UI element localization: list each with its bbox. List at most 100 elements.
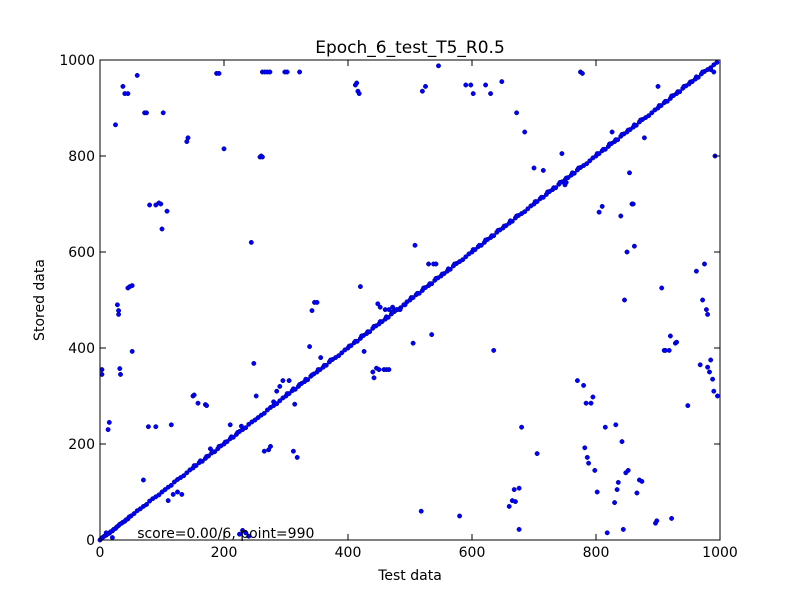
data-point (321, 362, 327, 368)
data-point (131, 511, 137, 517)
data-point (377, 319, 383, 325)
data-point (436, 63, 441, 69)
x-tick-label: 400 (335, 545, 362, 561)
data-point (237, 531, 242, 537)
data-point (361, 348, 367, 354)
data-point (540, 167, 546, 173)
data-point (114, 302, 120, 308)
data-point (476, 242, 482, 248)
data-point (569, 170, 575, 176)
data-point (609, 129, 615, 135)
data-point (581, 382, 587, 388)
data-point (613, 137, 619, 143)
data-point (184, 470, 190, 476)
data-point (452, 261, 458, 267)
data-point (356, 91, 362, 97)
data-point (707, 369, 712, 375)
x-tick-label: 800 (583, 545, 610, 561)
data-point (607, 141, 613, 147)
data-point (582, 445, 588, 451)
data-point (689, 79, 695, 85)
data-point (159, 226, 165, 232)
data-point (397, 307, 403, 313)
x-tick-label: 600 (459, 545, 486, 561)
data-point (511, 487, 517, 493)
data-point (615, 479, 621, 485)
data-point (666, 347, 672, 353)
data-point (519, 424, 525, 430)
data-point (587, 158, 593, 164)
data-point (153, 424, 159, 430)
data-point (271, 399, 277, 405)
data-point (619, 439, 625, 445)
data-point (328, 357, 334, 363)
data-point (641, 135, 647, 141)
data-point (204, 454, 210, 459)
data-point (557, 179, 563, 185)
data-point (491, 347, 497, 353)
data-point (592, 467, 598, 473)
x-tick-label: 200 (211, 545, 238, 561)
data-point (620, 526, 626, 532)
data-point (426, 261, 432, 267)
data-point (105, 427, 111, 433)
data-point (489, 233, 495, 239)
data-point (419, 88, 425, 94)
data-point (681, 83, 687, 89)
data-point (259, 154, 265, 160)
data-point (594, 489, 600, 495)
data-point (402, 302, 408, 308)
data-point (228, 434, 234, 440)
data-point (284, 391, 290, 397)
data-point (274, 388, 280, 394)
data-point (656, 103, 662, 109)
data-point (662, 98, 668, 104)
x-tick-label: 1000 (702, 545, 738, 561)
data-point (703, 307, 709, 313)
data-point (106, 419, 112, 425)
data-point (165, 498, 171, 504)
data-point (685, 403, 691, 409)
data-point (390, 309, 396, 315)
data-point (674, 339, 680, 345)
data-point (309, 372, 315, 378)
data-point (140, 477, 146, 483)
data-point (460, 257, 466, 263)
data-point (294, 454, 300, 460)
data-point (120, 83, 126, 89)
data-point (297, 69, 303, 75)
data-point (531, 165, 537, 171)
data-point (390, 304, 396, 310)
data-point (534, 451, 540, 457)
data-point (277, 398, 283, 404)
data-point (711, 388, 717, 394)
y-tick-label: 1000 (59, 53, 95, 69)
data-point (488, 91, 494, 97)
data-point (191, 463, 197, 469)
data-point (129, 348, 135, 354)
data-point (614, 487, 620, 493)
data-point (604, 530, 610, 536)
data-point (499, 79, 505, 85)
data-point (357, 284, 363, 290)
plot-frame (99, 59, 721, 541)
data-point (315, 367, 321, 373)
data-point (158, 201, 164, 207)
data-point (246, 533, 252, 539)
data-point (470, 91, 476, 97)
y-tick-label: 800 (68, 149, 95, 165)
data-point (307, 344, 313, 350)
y-tick-label: 600 (68, 245, 95, 261)
data-point (619, 131, 625, 137)
data-point (600, 146, 606, 152)
data-point (583, 400, 589, 406)
data-point (516, 485, 522, 491)
data-point (144, 502, 149, 507)
data-point (634, 490, 640, 496)
data-point (235, 430, 241, 435)
data-point (145, 424, 151, 430)
data-point (195, 400, 201, 406)
data-point (495, 227, 501, 233)
data-point (551, 185, 557, 191)
x-axis-title: Test data (377, 568, 442, 584)
